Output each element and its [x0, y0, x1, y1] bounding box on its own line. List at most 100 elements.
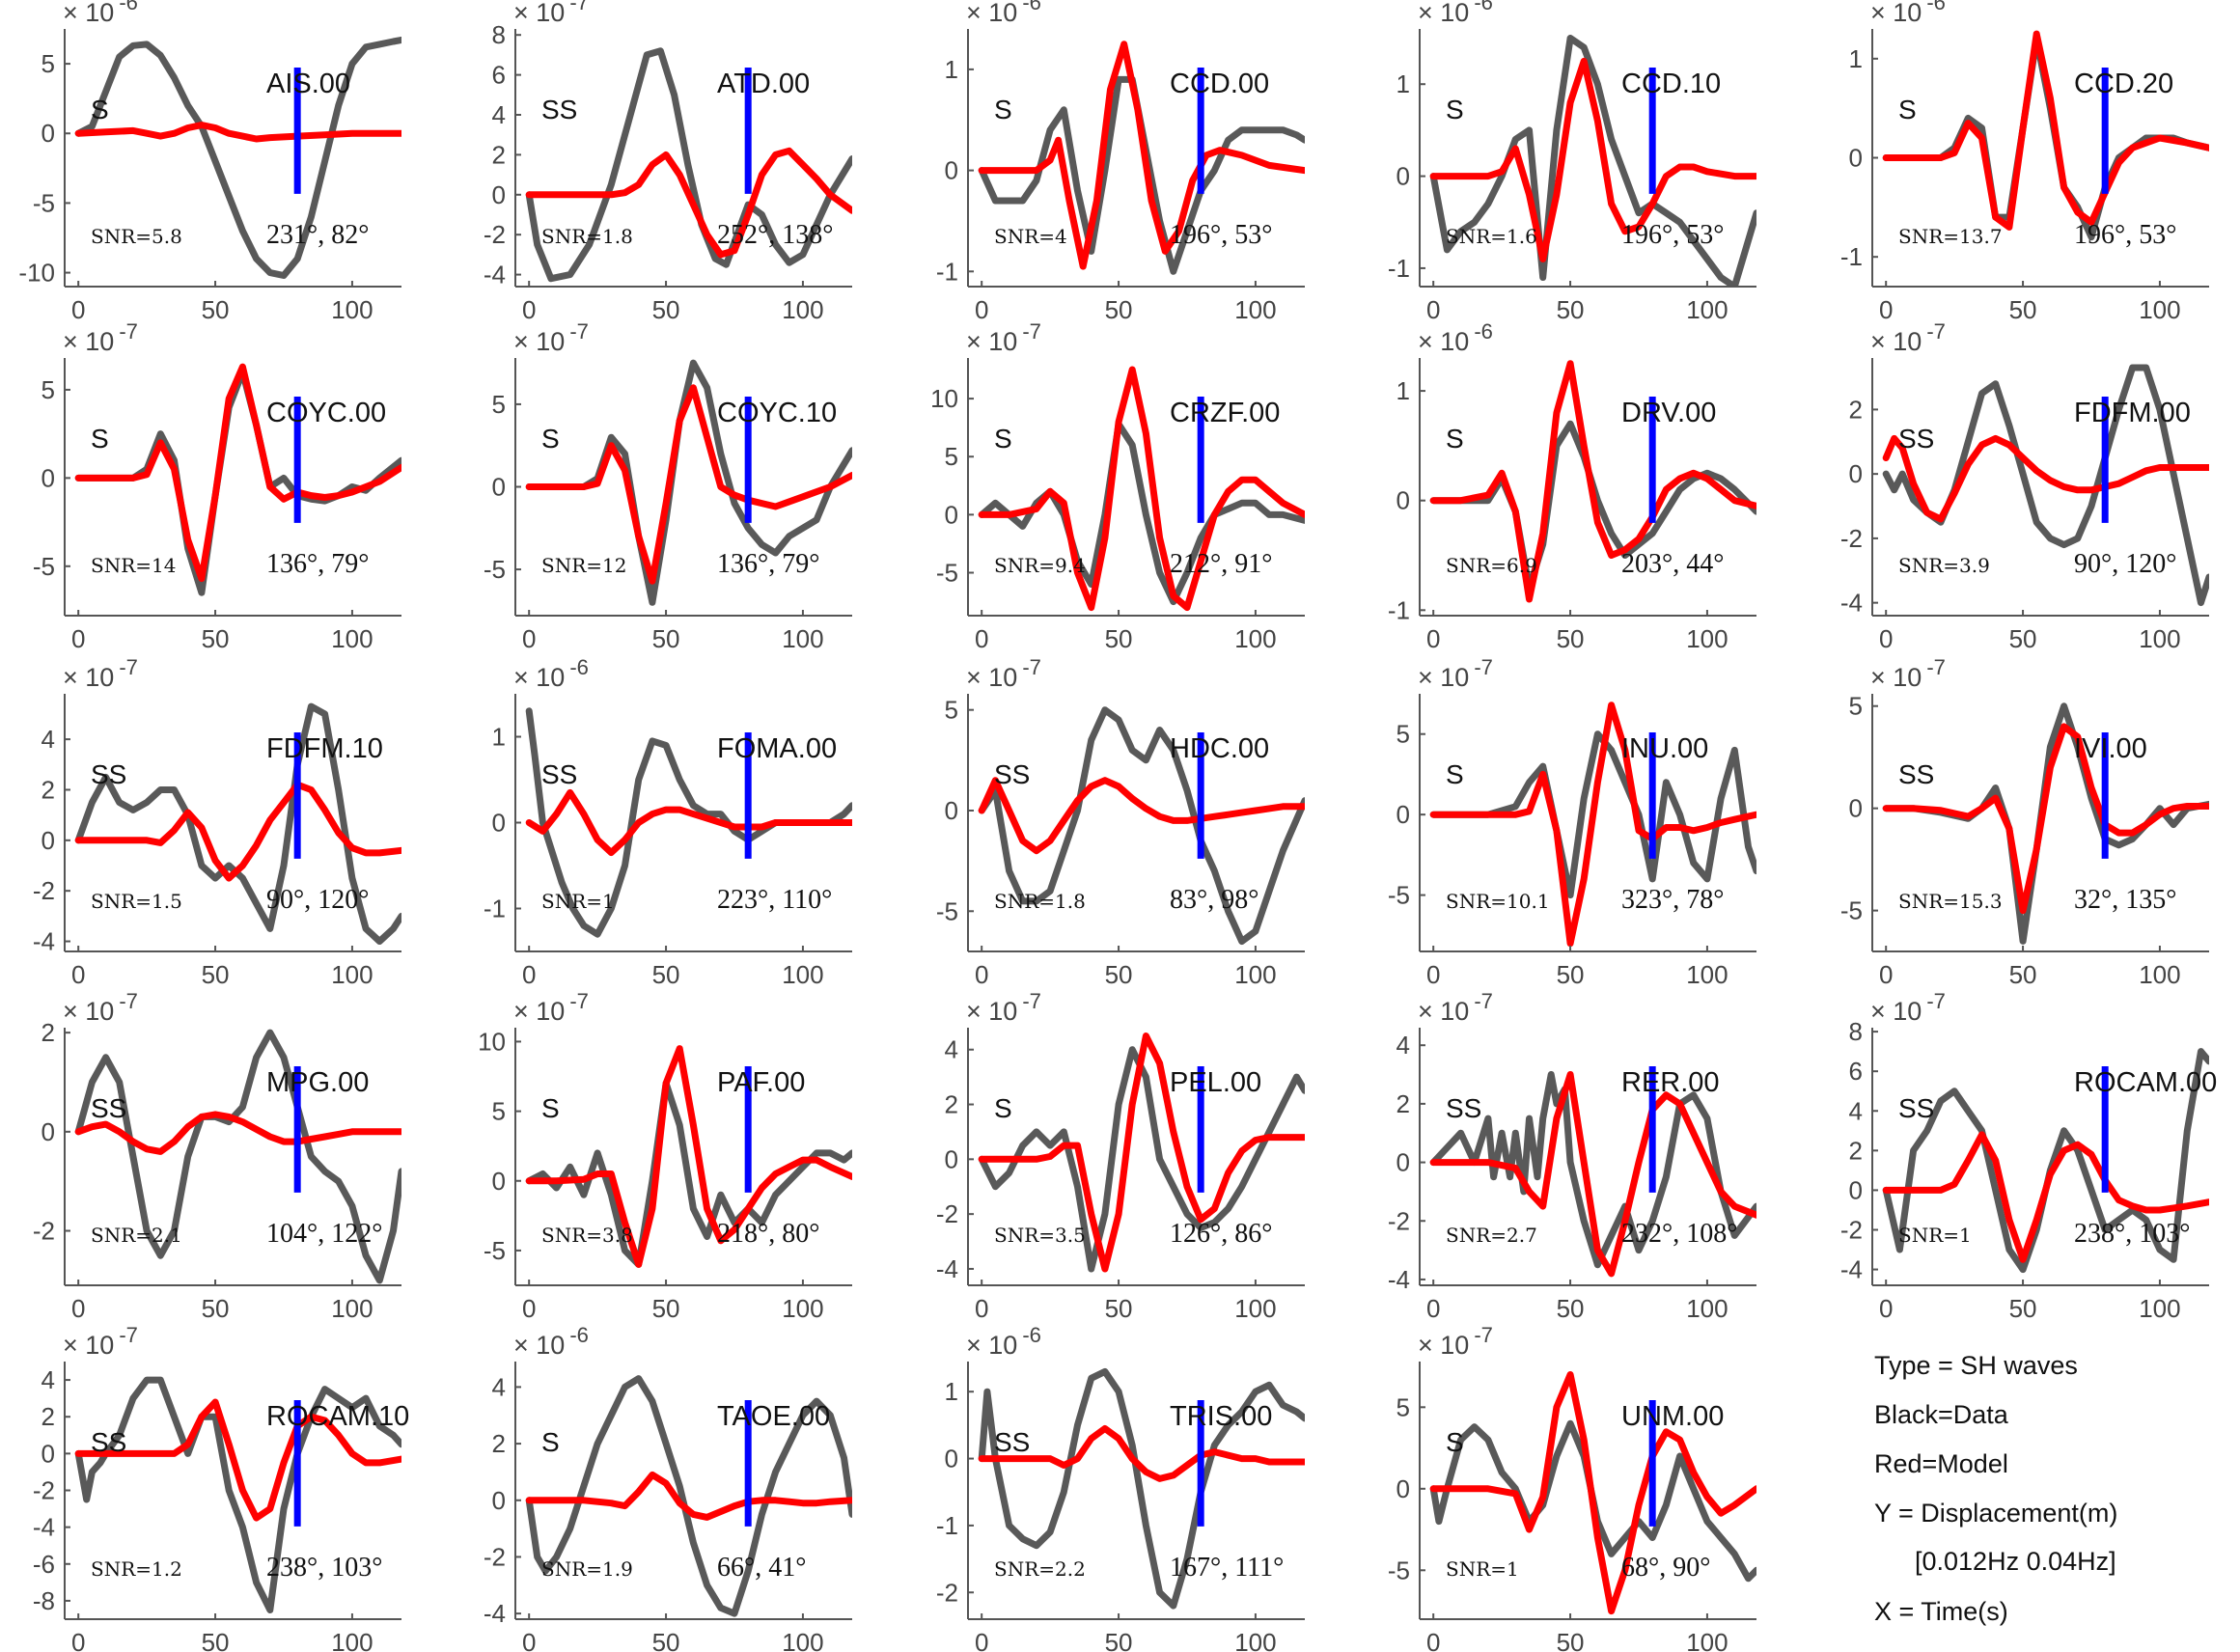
exponent-label: × 10 -7 — [513, 989, 589, 1026]
model-trace — [74, 1111, 401, 1155]
x-tick-label: 50 — [652, 1294, 680, 1323]
station-label: UNM.00 — [1621, 1401, 1724, 1432]
angles-label: 231°, 82° — [266, 220, 369, 250]
exponent-label: × 10 -6 — [1418, 319, 1493, 356]
x-tick-label: 50 — [652, 295, 680, 324]
snr-label: SNR=2.2 — [994, 1557, 1086, 1581]
x-tick-label: 50 — [1557, 295, 1585, 324]
x-tick-label: 0 — [1426, 295, 1440, 324]
model-trace — [1429, 57, 1756, 262]
y-tick-label: -2 — [484, 1542, 506, 1571]
legend-data: Black=Data — [1874, 1400, 2008, 1429]
station-label: RER.00 — [1621, 1067, 1720, 1098]
y-tick-label: 4 — [1849, 1096, 1863, 1125]
subplot-ccd-00: × 10 -6 1 0 -1 0 50 100 S CCD.00 SNR=4 196°, 53° — [936, 0, 1305, 324]
y-tick-label: -5 — [33, 188, 55, 217]
y-tick-label: -2 — [1388, 1206, 1410, 1235]
x-tick-label: 50 — [202, 960, 230, 989]
y-tick-label: 0 — [492, 809, 506, 838]
angles-label: 196°, 53° — [1170, 220, 1272, 250]
figure-legend: Type = SH waves Black=Data Red=Model Y =… — [1874, 1341, 2222, 1650]
y-tick-label: -4 — [484, 261, 506, 289]
x-tick-label: 50 — [1105, 624, 1133, 653]
angles-label: 196°, 53° — [1621, 220, 1724, 250]
model-trace — [978, 1424, 1305, 1482]
snr-label: SNR=1 — [1446, 1557, 1519, 1581]
station-label: CCD.20 — [2074, 69, 2173, 99]
model-trace — [978, 366, 1305, 612]
y-tick-label: 8 — [492, 20, 506, 49]
y-tick-label: 4 — [1397, 1031, 1410, 1060]
phase-label: SS — [91, 1427, 126, 1457]
x-tick-label: 0 — [71, 624, 85, 653]
y-tick-label: 8 — [1849, 1017, 1863, 1046]
angles-label: 252°, 138° — [717, 220, 833, 250]
x-tick-label: 50 — [2009, 295, 2037, 324]
x-tick-label: 100 — [1686, 1294, 1728, 1323]
y-tick-label: -4 — [484, 1599, 506, 1628]
legend-type: Type = SH waves — [1874, 1351, 2078, 1380]
exponent-label: × 10 -7 — [966, 655, 1041, 692]
x-tick-label: 50 — [1557, 1628, 1585, 1652]
y-tick-label: 2 — [41, 1018, 55, 1047]
angles-label: 136°, 79° — [266, 549, 369, 579]
snr-label: SNR=14 — [91, 554, 176, 577]
y-tick-label: 2 — [41, 775, 55, 804]
x-tick-label: 100 — [782, 1628, 823, 1652]
phase-label: S — [91, 95, 109, 124]
exponent-label: × 10 -6 — [966, 1323, 1041, 1360]
phase-label: SS — [1446, 1093, 1481, 1123]
x-tick-label: 50 — [202, 1294, 230, 1323]
snr-label: SNR=2.7 — [1446, 1224, 1537, 1247]
x-tick-label: 0 — [71, 295, 85, 324]
y-tick-label: -2 — [33, 876, 55, 905]
phase-label: S — [1898, 95, 1917, 124]
data-trace — [525, 1375, 852, 1617]
x-tick-label: 100 — [331, 960, 373, 989]
y-tick-label: 0 — [492, 1486, 506, 1515]
x-tick-label: 0 — [1879, 1294, 1893, 1323]
station-label: TRIS.00 — [1170, 1401, 1272, 1432]
x-tick-label: 0 — [975, 960, 988, 989]
subplot-rocam-10: × 10 -7 4 2 0 -2 -4 -6 -8 0 50 100 SS ROCAM.10 SNR=1.2… — [33, 1323, 409, 1652]
y-tick-label: 0 — [945, 1144, 958, 1173]
x-tick-label: 0 — [1879, 960, 1893, 989]
x-tick-label: 100 — [1234, 624, 1276, 653]
x-tick-label: 0 — [522, 1294, 536, 1323]
y-tick-label: 6 — [492, 61, 506, 90]
angles-label: 68°, 90° — [1621, 1553, 1710, 1583]
angles-label: 238°, 103° — [2074, 1219, 2190, 1249]
y-tick-label: 0 — [41, 826, 55, 855]
y-tick-label: 0 — [1397, 800, 1410, 829]
x-tick-label: 50 — [652, 1628, 680, 1652]
model-trace — [1429, 1371, 1756, 1615]
angles-label: 232°, 108° — [1621, 1219, 1737, 1249]
y-tick-label: 0 — [1397, 486, 1410, 515]
x-tick-label: 0 — [1426, 960, 1440, 989]
exponent-label: × 10 -7 — [1418, 1323, 1493, 1360]
x-tick-label: 0 — [975, 295, 988, 324]
station-label: HDC.00 — [1170, 733, 1269, 764]
x-tick-label: 50 — [2009, 960, 2037, 989]
legend-model: Red=Model — [1874, 1449, 2008, 1478]
data-trace — [74, 1029, 401, 1284]
exponent-label: × 10 -7 — [1418, 655, 1493, 692]
y-tick-label: -4 — [33, 1513, 55, 1542]
data-trace — [74, 1376, 401, 1613]
x-tick-label: 100 — [1234, 960, 1276, 989]
y-tick-label: -4 — [1840, 1255, 1863, 1284]
x-tick-label: 50 — [1105, 1628, 1133, 1652]
y-tick-label: -1 — [936, 257, 958, 286]
y-tick-label: 4 — [492, 100, 506, 129]
exponent-label: × 10 -7 — [63, 989, 138, 1026]
legend-y: Y = Displacement(m) — [1874, 1499, 2118, 1528]
x-tick-label: 50 — [1557, 624, 1585, 653]
angles-label: 90°, 120° — [266, 885, 369, 915]
y-tick-label: 10 — [930, 384, 958, 413]
station-label: IVI.00 — [2074, 733, 2147, 764]
y-tick-label: -5 — [936, 559, 958, 588]
phase-label: S — [541, 1427, 560, 1457]
